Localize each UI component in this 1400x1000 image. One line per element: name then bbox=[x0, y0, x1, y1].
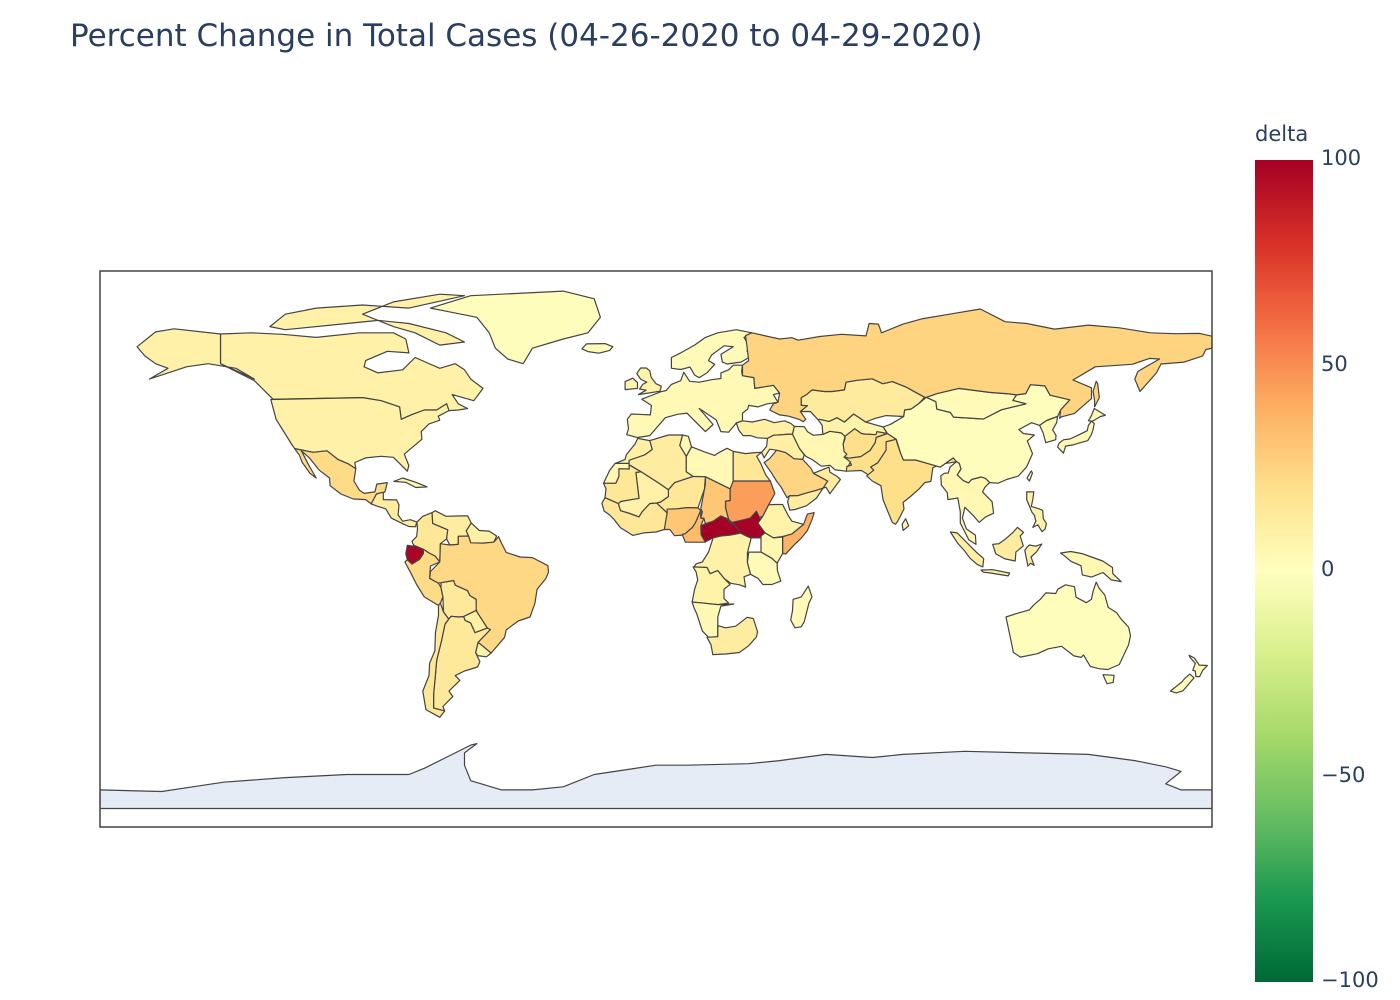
country-australia[interactable] bbox=[1005, 581, 1132, 671]
country-kenya[interactable] bbox=[760, 532, 784, 564]
colorbar bbox=[1255, 160, 1313, 982]
country-angola[interactable] bbox=[691, 566, 731, 606]
country-greenland[interactable] bbox=[429, 290, 602, 365]
country-sri-lanka[interactable] bbox=[901, 518, 910, 532]
country-arabian-south[interactable] bbox=[786, 466, 842, 511]
country-caribbean[interactable] bbox=[393, 477, 428, 489]
country-new-guinea[interactable] bbox=[1059, 550, 1122, 583]
country-western-sahara[interactable] bbox=[602, 462, 630, 484]
country-new-zealand-south[interactable] bbox=[1169, 673, 1195, 694]
country-borneo[interactable] bbox=[992, 526, 1025, 562]
country-antarctica[interactable] bbox=[100, 742, 1212, 810]
country-brazil[interactable] bbox=[429, 535, 550, 654]
country-madagascar[interactable] bbox=[790, 585, 813, 629]
country-scandinavia[interactable] bbox=[670, 329, 753, 379]
colorbar-tick-minus-100: −100 bbox=[1321, 968, 1379, 992]
country-java[interactable] bbox=[980, 569, 1011, 577]
country-cameroon[interactable] bbox=[681, 509, 707, 543]
country-hokkaido[interactable] bbox=[1087, 407, 1107, 422]
page-title: Percent Change in Total Cases (04-26-202… bbox=[70, 18, 983, 54]
country-south-africa[interactable] bbox=[706, 616, 759, 656]
country-japan[interactable] bbox=[1056, 420, 1095, 454]
country-russia[interactable] bbox=[741, 308, 1213, 423]
country-alaska[interactable] bbox=[136, 328, 255, 380]
country-central-america[interactable] bbox=[370, 491, 418, 528]
country-taiwan[interactable] bbox=[1026, 470, 1034, 482]
country-southeast-asia[interactable] bbox=[940, 461, 995, 546]
country-tasmania[interactable] bbox=[1102, 674, 1115, 685]
country-canadian-arctic[interactable] bbox=[269, 293, 466, 346]
colorbar-title: delta bbox=[1255, 122, 1309, 146]
colorbar-tick-100: 100 bbox=[1321, 146, 1362, 170]
country-iceland[interactable] bbox=[581, 343, 614, 354]
colorbar-tick-minus-50: −50 bbox=[1321, 763, 1366, 787]
country-uk[interactable] bbox=[636, 367, 662, 396]
country-sakhalin[interactable] bbox=[1092, 380, 1100, 408]
colorbar-tick-50: 50 bbox=[1321, 352, 1348, 376]
country-korea[interactable] bbox=[1038, 415, 1059, 444]
country-sulawesi[interactable] bbox=[1024, 543, 1043, 567]
map-frame bbox=[99, 270, 1213, 828]
country-philippines[interactable] bbox=[1026, 491, 1048, 533]
country-west-africa[interactable] bbox=[601, 497, 668, 537]
country-new-zealand[interactable] bbox=[1188, 654, 1209, 678]
country-tunisia[interactable] bbox=[679, 434, 693, 457]
country-indonesia[interactable] bbox=[949, 531, 985, 568]
colorbar-tick-0: 0 bbox=[1321, 557, 1335, 581]
country-egypt[interactable] bbox=[732, 450, 771, 482]
country-ireland[interactable] bbox=[624, 377, 639, 391]
country-chile[interactable] bbox=[422, 602, 450, 718]
